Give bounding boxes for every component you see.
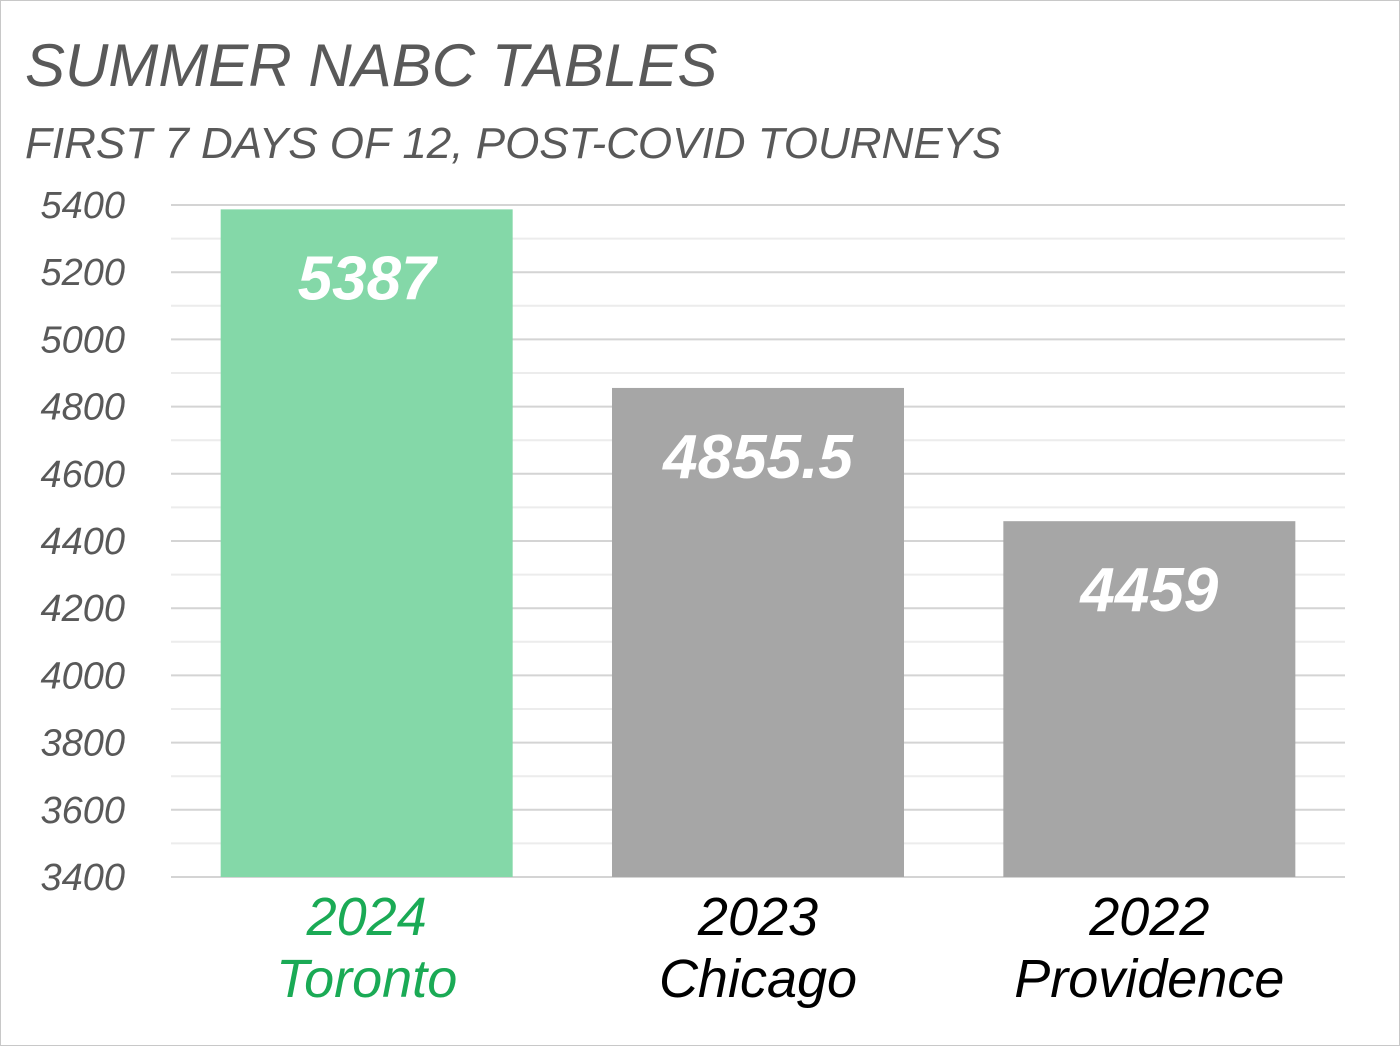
y-tick-label: 4200	[40, 588, 125, 630]
y-tick-label: 4400	[40, 521, 125, 563]
bar-2022	[1003, 521, 1296, 877]
y-tick-label: 5200	[40, 252, 125, 294]
bar-value-label: 4459	[1078, 556, 1218, 625]
x-label-year: 2023	[697, 887, 818, 947]
y-tick-label: 4800	[40, 387, 125, 429]
y-tick-label: 3600	[40, 790, 125, 832]
y-tick-label: 3800	[40, 723, 125, 765]
y-tick-label: 5000	[40, 319, 125, 361]
bar-value-label: 4855.5	[661, 423, 854, 492]
y-tick-label: 5400	[40, 185, 125, 227]
y-tick-label: 4600	[40, 454, 125, 496]
bars: 5387 4855.5 4459	[220, 209, 1296, 878]
x-label-city: Providence	[1014, 949, 1284, 1009]
bar-2023	[612, 387, 904, 877]
y-axis-ticks: 5400 5200 5000 4800 4600 4400 4200 4000 3800 3600…	[40, 185, 125, 899]
x-label-year: 2024	[306, 887, 427, 947]
x-label-city: Toronto	[276, 949, 457, 1009]
y-tick-label: 4000	[40, 655, 125, 697]
chart-title: SUMMER NABC TABLES	[25, 32, 717, 99]
bar-2024	[220, 209, 513, 878]
chart-subtitle: FIRST 7 DAYS OF 12, POST-COVID TOURNEYS	[25, 119, 1001, 168]
x-label-city: Chicago	[659, 949, 857, 1009]
x-label-year: 2022	[1088, 887, 1209, 947]
bar-value-label: 5387	[298, 244, 438, 313]
y-tick-label: 3400	[40, 857, 125, 899]
